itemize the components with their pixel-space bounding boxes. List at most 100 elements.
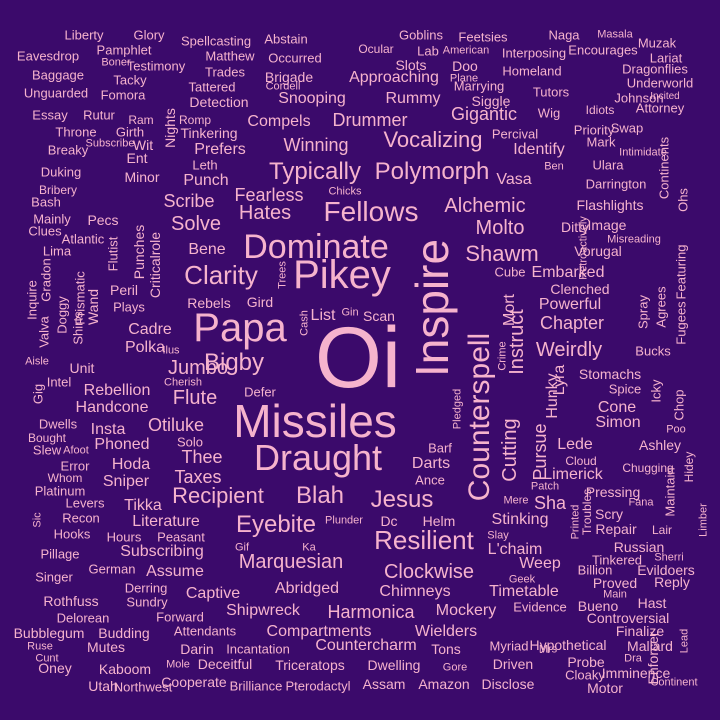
cloud-word: Cloud (565, 454, 597, 468)
cloud-word: Whom (47, 471, 83, 485)
cloud-word: Winning (283, 135, 349, 155)
cloud-word: Pterodactyl (285, 678, 351, 694)
cloud-word: Helm (422, 513, 456, 529)
cloud-word: Plunder (325, 514, 363, 527)
cloud-word: Amazon (418, 676, 470, 692)
cloud-word: Incited (650, 91, 680, 102)
cloud-word: Drummer (332, 110, 408, 130)
cloud-word: Hidey (682, 451, 696, 483)
cloud-word: Clues (28, 223, 62, 239)
cloud-word: Imminence (601, 665, 671, 681)
cloud-word: Fellows (323, 196, 419, 227)
cloud-word: Lyra (551, 364, 568, 396)
cloud-word: Siggle (471, 93, 511, 109)
cloud-word: Sha (533, 493, 567, 513)
cloud-word: Minor (124, 169, 160, 185)
cloud-word: Recipient (172, 483, 264, 508)
cloud-word: Flute (172, 387, 218, 409)
cloud-word: Gigantic (450, 104, 518, 124)
cloud-word: Pillage (40, 546, 80, 562)
cloud-word: Papa (193, 306, 287, 350)
cloud-word: Chapter (539, 313, 605, 333)
cloud-word: Icky (648, 379, 664, 403)
cloud-word: Error (60, 458, 90, 474)
cloud-word: Mallard (627, 638, 673, 654)
cloud-word: Chimneys (379, 583, 451, 600)
cloud-word: Tons (431, 641, 461, 657)
cloud-word: Fana (628, 496, 654, 509)
cloud-word: Countercharm (315, 637, 417, 654)
cloud-word: Vasa (496, 171, 532, 188)
cloud-word: Cutting (499, 418, 521, 482)
cloud-word: Darrington (585, 176, 647, 192)
cloud-word: Flashlights (576, 197, 644, 213)
cloud-word: Mark (586, 134, 616, 150)
cloud-word: Triceratops (275, 657, 345, 673)
cloud-word: Scry (595, 506, 623, 522)
cloud-word: Subscribing (120, 543, 204, 560)
cloud-word: Gin (341, 306, 359, 319)
cloud-word: Insta (90, 421, 126, 438)
cloud-word: Oi (315, 310, 401, 406)
cloud-word: Incantation (226, 641, 290, 657)
cloud-word: Fearless (234, 185, 304, 205)
cloud-word: Eavesdrop (16, 48, 80, 64)
cloud-word: Rebellion (83, 382, 151, 399)
cloud-word: Phoned (94, 436, 150, 453)
cloud-word: Embarked (531, 264, 605, 281)
cloud-word: Tinkering (180, 125, 238, 141)
cloud-word: Masala (597, 28, 633, 41)
cloud-word: Rutur (83, 107, 115, 123)
cloud-word: Scan (363, 308, 395, 324)
cloud-word: Jumbo (167, 357, 229, 379)
cloud-word: Gradon (38, 258, 54, 302)
cloud-word: Budding (98, 625, 150, 641)
cloud-word: Ben (544, 160, 564, 173)
cloud-word: Timetable (489, 583, 559, 600)
cloud-word: Breaky (47, 142, 89, 158)
cloud-word: Lab (417, 43, 439, 59)
cloud-word: Shawm (465, 241, 539, 266)
cloud-word: Alchemic (444, 195, 526, 217)
cloud-word: Atlantic (61, 231, 105, 247)
cloud-word: Billion (577, 562, 613, 578)
cloud-word: Fugees (673, 301, 689, 345)
cloud-word: Blah (295, 482, 345, 509)
cloud-word: Troubles (580, 488, 594, 536)
cloud-word: Limber (697, 503, 710, 537)
cloud-word: Evidence (513, 599, 567, 615)
cloud-word: Eyebite (235, 511, 317, 538)
cloud-word: Brigade (264, 69, 314, 85)
cloud-word: Johnson (614, 90, 664, 106)
cloud-word: Jesus (370, 486, 434, 513)
cloud-word: Disclose (481, 676, 535, 692)
cloud-word: Mainly (33, 211, 71, 227)
cloud-word: Otiluke (147, 415, 205, 435)
cloud-word: Retroactively (577, 216, 590, 280)
cloud-word: Ashley (638, 437, 682, 453)
cloud-word: Mere (503, 494, 529, 507)
cloud-word: Clenched (550, 281, 610, 297)
cloud-word: Gif (234, 541, 250, 554)
cloud-word: Mort (501, 294, 518, 326)
cloud-word: Lima (42, 243, 72, 259)
cloud-word: Chugging (622, 461, 674, 475)
cloud-word: Flutist (105, 236, 121, 272)
cloud-word: Nights (162, 108, 178, 148)
cloud-word: Handcone (75, 399, 149, 416)
cloud-word: American (442, 44, 490, 57)
cloud-word: Taxes (174, 467, 222, 487)
cloud-word: Hypothetical (529, 637, 607, 653)
cloud-word: Occurred (268, 50, 322, 66)
cloud-word: Rebels (187, 295, 231, 311)
cloud-word: Inspire (406, 238, 458, 378)
cloud-word: Spice (608, 381, 642, 397)
cloud-word: Sherri (654, 551, 684, 564)
cloud-word: Darts (411, 455, 451, 472)
cloud-word: Polymorph (374, 158, 490, 185)
cloud-word: Polka (124, 339, 166, 356)
cloud-word: Cube (494, 264, 526, 280)
cloud-word: Tinkered (591, 552, 643, 568)
cloud-word: Stinking (491, 511, 549, 528)
cloud-word: Levers (65, 495, 105, 511)
